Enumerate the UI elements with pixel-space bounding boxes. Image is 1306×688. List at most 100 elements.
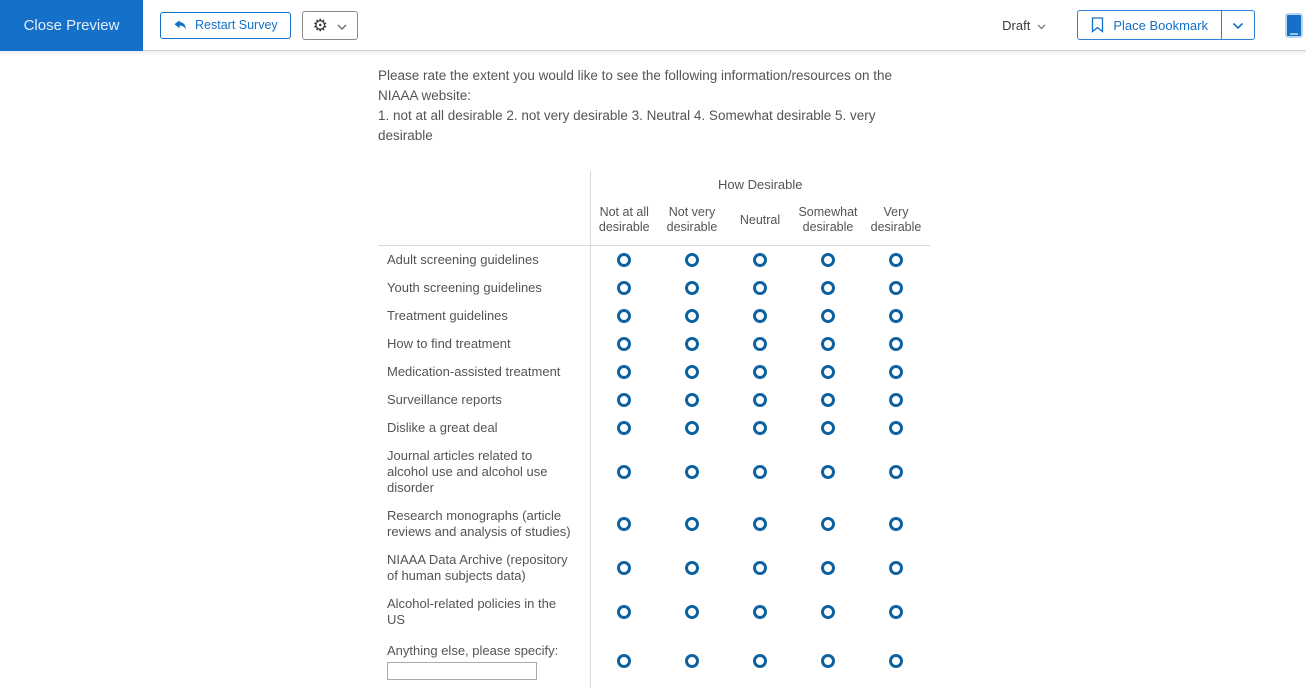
- radio-button[interactable]: [821, 605, 835, 619]
- matrix-cell: [862, 330, 930, 358]
- radio-button[interactable]: [889, 561, 903, 575]
- matrix-cell: [862, 358, 930, 386]
- radio-button[interactable]: [685, 337, 699, 351]
- radio-button[interactable]: [617, 605, 631, 619]
- radio-button[interactable]: [753, 605, 767, 619]
- matrix-cell: [794, 386, 862, 414]
- radio-button[interactable]: [821, 561, 835, 575]
- radio-button[interactable]: [821, 421, 835, 435]
- matrix-row-label: How to find treatment: [387, 336, 574, 352]
- radio-button[interactable]: [889, 253, 903, 267]
- radio-button[interactable]: [889, 517, 903, 531]
- radio-button[interactable]: [889, 605, 903, 619]
- radio-button[interactable]: [889, 393, 903, 407]
- radio-button[interactable]: [889, 281, 903, 295]
- radio-button[interactable]: [685, 253, 699, 267]
- radio-button[interactable]: [753, 309, 767, 323]
- radio-button[interactable]: [889, 654, 903, 668]
- matrix-column-header: Not at all desirable: [590, 201, 658, 246]
- matrix-column-header: Somewhat desirable: [794, 201, 862, 246]
- question-text-line2: 1. not at all desirable 2. not very desi…: [378, 106, 930, 146]
- matrix-cell: [794, 358, 862, 386]
- radio-button[interactable]: [889, 465, 903, 479]
- place-bookmark-dropdown[interactable]: [1221, 11, 1254, 39]
- matrix-cell: [726, 442, 794, 502]
- matrix-row: Research monographs (article reviews and…: [378, 502, 930, 546]
- radio-button[interactable]: [821, 281, 835, 295]
- radio-button[interactable]: [753, 281, 767, 295]
- radio-button[interactable]: [753, 654, 767, 668]
- radio-button[interactable]: [821, 253, 835, 267]
- place-bookmark-button[interactable]: Place Bookmark: [1078, 11, 1221, 39]
- matrix-cell: [862, 590, 930, 634]
- draft-status-dropdown[interactable]: Draft: [1002, 18, 1046, 33]
- radio-button[interactable]: [821, 337, 835, 351]
- radio-button[interactable]: [821, 309, 835, 323]
- radio-button[interactable]: [617, 365, 631, 379]
- radio-button[interactable]: [753, 517, 767, 531]
- mobile-phone-icon[interactable]: [1285, 13, 1303, 38]
- radio-button[interactable]: [617, 561, 631, 575]
- radio-button[interactable]: [821, 393, 835, 407]
- matrix-cell: [726, 414, 794, 442]
- radio-button[interactable]: [753, 393, 767, 407]
- matrix-cell: [590, 274, 658, 302]
- radio-button[interactable]: [617, 517, 631, 531]
- radio-button[interactable]: [685, 517, 699, 531]
- matrix-row-label: Research monographs (article reviews and…: [387, 508, 574, 540]
- radio-button[interactable]: [753, 421, 767, 435]
- settings-dropdown-button[interactable]: ⚙: [302, 11, 358, 40]
- radio-button[interactable]: [753, 465, 767, 479]
- radio-button[interactable]: [821, 365, 835, 379]
- radio-button[interactable]: [617, 465, 631, 479]
- matrix-cell: [862, 246, 930, 275]
- matrix-row-label: Dislike a great deal: [387, 420, 574, 436]
- matrix-row-label: Medication-assisted treatment: [387, 364, 574, 380]
- radio-button[interactable]: [685, 309, 699, 323]
- radio-button[interactable]: [753, 561, 767, 575]
- radio-button[interactable]: [821, 517, 835, 531]
- chevron-down-icon: [1037, 18, 1046, 33]
- matrix-cell: [726, 246, 794, 275]
- radio-button[interactable]: [685, 393, 699, 407]
- radio-button[interactable]: [753, 365, 767, 379]
- matrix-cell: [590, 302, 658, 330]
- specify-text-input[interactable]: [387, 662, 537, 680]
- radio-button[interactable]: [685, 605, 699, 619]
- radio-button[interactable]: [617, 337, 631, 351]
- matrix-cell: [590, 414, 658, 442]
- matrix-cell: [794, 414, 862, 442]
- matrix-cell: [590, 358, 658, 386]
- matrix-row: Dislike a great deal: [378, 414, 930, 442]
- radio-button[interactable]: [617, 253, 631, 267]
- radio-button[interactable]: [685, 561, 699, 575]
- matrix-cell: [590, 442, 658, 502]
- matrix-cell: [794, 330, 862, 358]
- radio-button[interactable]: [889, 337, 903, 351]
- radio-button[interactable]: [821, 465, 835, 479]
- matrix-cell: [794, 590, 862, 634]
- radio-button[interactable]: [617, 281, 631, 295]
- radio-button[interactable]: [617, 309, 631, 323]
- radio-button[interactable]: [685, 281, 699, 295]
- matrix-row-label: Youth screening guidelines: [387, 280, 574, 296]
- undo-arrow-icon: [173, 19, 187, 32]
- radio-button[interactable]: [753, 337, 767, 351]
- radio-button[interactable]: [617, 393, 631, 407]
- close-preview-button[interactable]: Close Preview: [0, 0, 143, 51]
- radio-button[interactable]: [821, 654, 835, 668]
- radio-button[interactable]: [685, 365, 699, 379]
- matrix-cell: [658, 414, 726, 442]
- radio-button[interactable]: [617, 654, 631, 668]
- radio-button[interactable]: [889, 365, 903, 379]
- radio-button[interactable]: [685, 465, 699, 479]
- matrix-cell: [590, 330, 658, 358]
- radio-button[interactable]: [685, 654, 699, 668]
- restart-survey-button[interactable]: Restart Survey: [160, 12, 291, 39]
- radio-button[interactable]: [753, 253, 767, 267]
- radio-button[interactable]: [617, 421, 631, 435]
- radio-button[interactable]: [889, 421, 903, 435]
- radio-button[interactable]: [889, 309, 903, 323]
- matrix-row-label: Surveillance reports: [387, 392, 574, 408]
- radio-button[interactable]: [685, 421, 699, 435]
